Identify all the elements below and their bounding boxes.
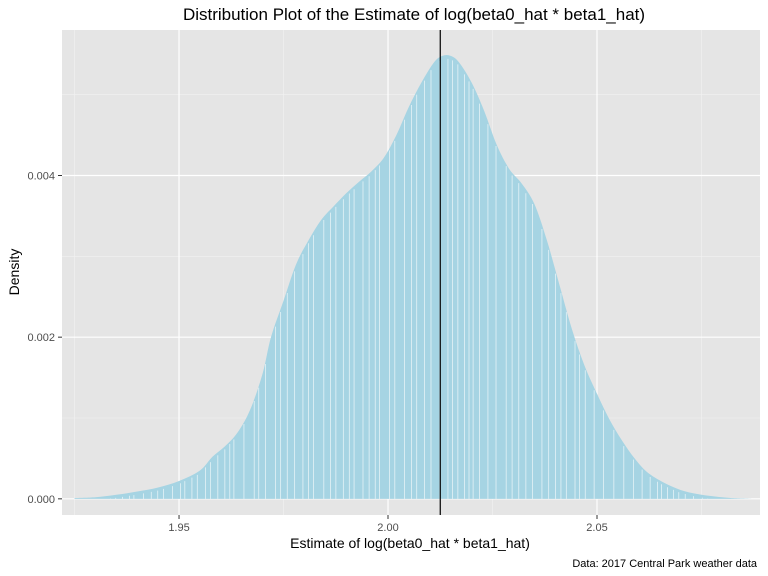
x-tick-label: 2.00 bbox=[377, 522, 398, 534]
chart-title: Distribution Plot of the Estimate of log… bbox=[183, 5, 645, 24]
x-tick-label: 1.95 bbox=[168, 522, 189, 534]
density-area bbox=[74, 55, 752, 499]
x-axis-label: Estimate of log(beta0_hat * beta1_hat) bbox=[290, 535, 530, 551]
y-axis-ticks: 0.000 0.002 0.004 bbox=[27, 171, 62, 506]
chart-caption: Data: 2017 Central Park weather data bbox=[572, 558, 758, 570]
x-tick-label: 2.05 bbox=[586, 522, 607, 534]
y-tick-label: 0.002 bbox=[27, 332, 55, 344]
y-tick-label: 0.000 bbox=[27, 494, 55, 506]
y-axis-label: Density bbox=[6, 249, 22, 296]
bin-separator-lines bbox=[109, 58, 709, 499]
x-axis-ticks: 1.95 2.00 2.05 bbox=[168, 515, 608, 534]
y-tick-label: 0.004 bbox=[27, 171, 55, 183]
